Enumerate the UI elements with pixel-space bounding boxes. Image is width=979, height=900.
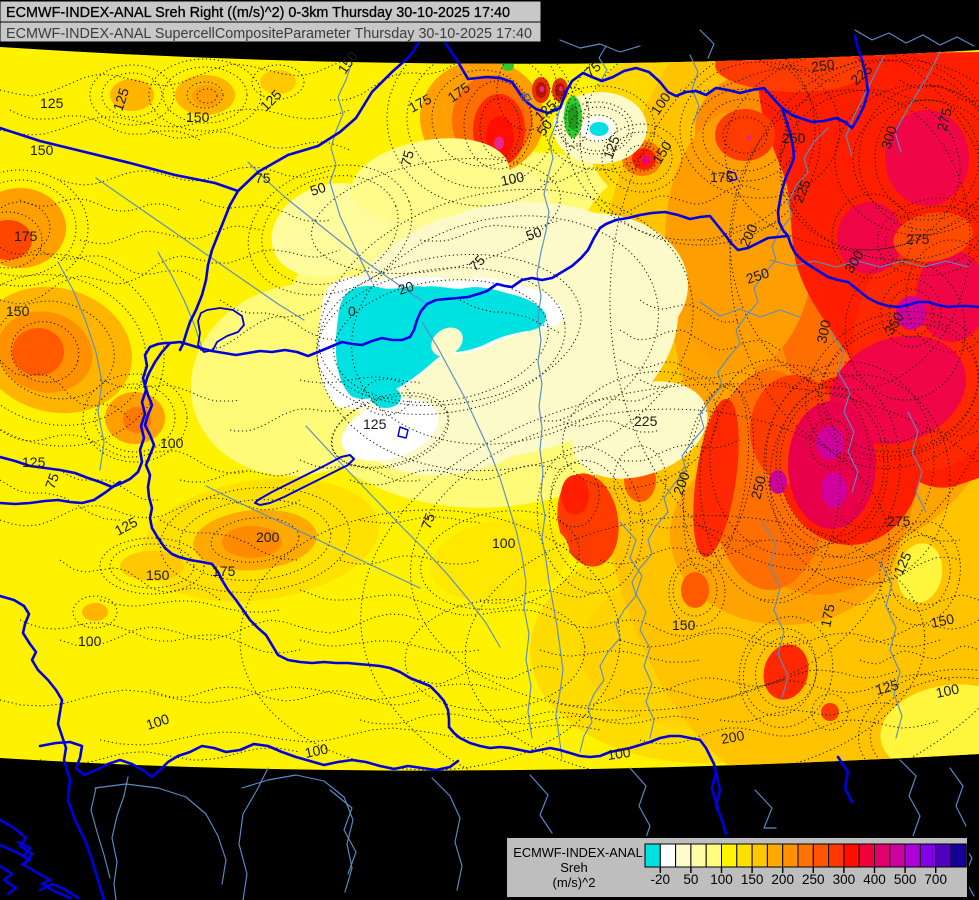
svg-text:200: 200: [256, 529, 280, 545]
svg-text:150: 150: [30, 142, 54, 158]
svg-text:225: 225: [634, 413, 658, 429]
svg-text:ECMWF-INDEX-ANAL Sreh Right ((: ECMWF-INDEX-ANAL Sreh Right ((m/s)^2) 0-…: [6, 4, 510, 21]
svg-text:100: 100: [492, 535, 516, 551]
svg-text:100: 100: [78, 633, 102, 649]
svg-text:275: 275: [906, 231, 930, 247]
svg-text:150: 150: [929, 610, 955, 631]
svg-text:700: 700: [924, 872, 947, 887]
svg-text:250: 250: [744, 264, 771, 287]
svg-text:300: 300: [878, 124, 901, 151]
svg-text:175: 175: [212, 563, 236, 579]
svg-text:20: 20: [396, 278, 416, 298]
svg-text:275: 275: [887, 513, 911, 529]
svg-text:250: 250: [747, 474, 769, 501]
svg-text:150: 150: [672, 617, 696, 633]
svg-text:500: 500: [894, 872, 917, 887]
svg-text:250: 250: [782, 130, 806, 146]
svg-text:100: 100: [144, 710, 171, 733]
svg-text:100: 100: [303, 740, 329, 761]
svg-text:200: 200: [670, 469, 693, 497]
svg-text:50: 50: [683, 872, 698, 887]
svg-text:100: 100: [499, 168, 525, 189]
svg-text:250: 250: [802, 872, 825, 887]
svg-text:0: 0: [348, 303, 356, 319]
svg-text:200: 200: [720, 727, 746, 747]
svg-text:100: 100: [710, 872, 733, 887]
svg-text:50: 50: [524, 223, 544, 243]
svg-text:300: 300: [833, 872, 856, 887]
svg-text:175: 175: [817, 602, 838, 628]
svg-text:125: 125: [363, 416, 387, 432]
svg-text:175: 175: [710, 169, 734, 185]
svg-text:125: 125: [600, 133, 623, 161]
svg-text:250: 250: [810, 56, 836, 75]
svg-text:75: 75: [42, 471, 62, 491]
svg-text:125: 125: [40, 95, 64, 111]
svg-text:175: 175: [14, 228, 38, 244]
svg-text:50: 50: [308, 179, 328, 199]
svg-text:100: 100: [160, 435, 184, 451]
svg-text:Sreh: Sreh: [560, 860, 587, 875]
svg-text:ECMWF-INDEX-ANAL SupercellComp: ECMWF-INDEX-ANAL SupercellCompositeParam…: [6, 25, 532, 42]
svg-text:75: 75: [397, 148, 417, 167]
svg-text:125: 125: [22, 454, 46, 470]
svg-text:-20: -20: [651, 872, 671, 887]
svg-text:150: 150: [186, 109, 210, 125]
svg-text:150: 150: [146, 567, 170, 583]
svg-text:150: 150: [741, 872, 764, 887]
svg-text:275: 275: [933, 106, 955, 133]
svg-text:125: 125: [874, 676, 901, 698]
svg-text:200: 200: [771, 872, 794, 887]
svg-text:400: 400: [863, 872, 886, 887]
svg-text:150: 150: [6, 303, 30, 319]
svg-text:75: 75: [418, 511, 438, 531]
svg-text:125: 125: [110, 86, 133, 113]
svg-text:100: 100: [934, 680, 960, 701]
svg-text:75: 75: [255, 170, 271, 186]
svg-text:100: 100: [606, 744, 632, 763]
svg-text:ECMWF-INDEX-ANAL: ECMWF-INDEX-ANAL: [513, 845, 642, 860]
svg-text:(m/s)^2: (m/s)^2: [553, 875, 596, 890]
svg-text:300: 300: [813, 318, 834, 344]
